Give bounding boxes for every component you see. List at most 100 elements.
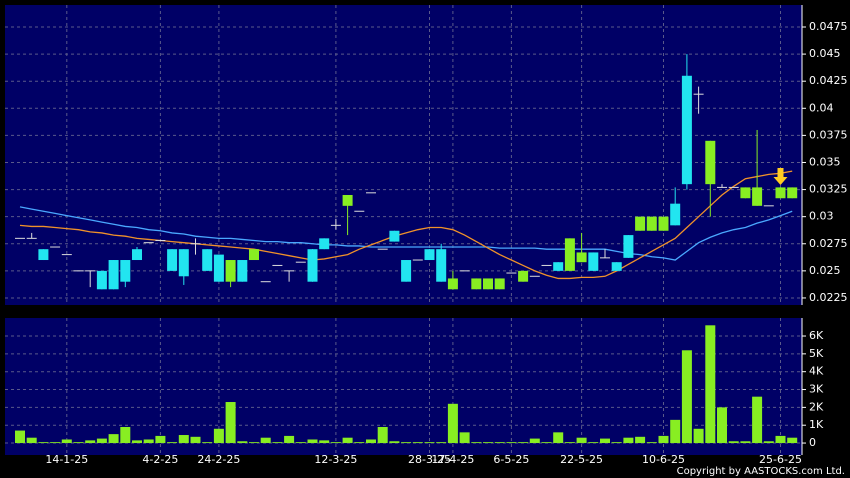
volume-bar <box>307 439 318 444</box>
candle-body <box>611 262 622 271</box>
candle-body <box>553 262 564 271</box>
y-tick-label: 0 <box>809 436 816 449</box>
y-tick-label: 3K <box>809 383 824 396</box>
volume-bar <box>623 437 634 444</box>
arrow <box>773 168 788 185</box>
y-tick-label: 0.0375 <box>809 128 848 141</box>
candle-body <box>564 238 575 271</box>
x-tick-label: 22-5-25 <box>560 453 603 466</box>
volume-bar <box>354 442 365 444</box>
candle-body <box>61 254 72 256</box>
volume-bar <box>424 442 435 444</box>
volume-bar <box>73 442 84 444</box>
volume-bar <box>272 442 283 444</box>
candle-body <box>307 249 318 282</box>
candle-body <box>447 278 458 290</box>
candle-body <box>506 272 517 274</box>
moving-average <box>19 170 793 280</box>
x-tick-label: 25-6-25 <box>759 453 802 466</box>
volume-bar <box>284 435 295 444</box>
volume-bar <box>553 432 564 444</box>
y-tick-label: 1K <box>809 418 824 431</box>
volume-bar <box>483 442 493 444</box>
volume-bar <box>447 403 458 444</box>
volume-bar <box>213 428 224 444</box>
candle-body <box>50 246 61 248</box>
candle-body <box>143 242 154 244</box>
volume-bar <box>366 439 376 444</box>
volume-bar <box>564 442 575 444</box>
y-tick-label: 0.0325 <box>809 183 848 196</box>
candle-body <box>260 281 271 283</box>
candle-body <box>401 260 412 282</box>
candle-body <box>213 254 224 282</box>
candle-body <box>436 249 447 282</box>
candle-body <box>155 240 166 242</box>
volume-bar <box>202 442 213 444</box>
candle-body <box>132 249 142 261</box>
y-tick-label: 0.0475 <box>809 20 848 33</box>
candle-body <box>366 192 376 194</box>
volume-bar <box>588 442 599 444</box>
candle-body <box>518 270 529 282</box>
x-tick-label: 10-6-25 <box>642 453 685 466</box>
y-tick-label: 0.0425 <box>809 74 848 87</box>
volume-bar <box>38 442 49 444</box>
candle-body <box>389 230 400 242</box>
candle-body <box>190 243 201 245</box>
y-tick-label: 5K <box>809 347 824 360</box>
volume-bar <box>295 442 306 444</box>
candle-body <box>787 187 798 199</box>
volume-bar <box>85 440 96 444</box>
candle-body <box>178 249 189 277</box>
volume-bar <box>249 442 259 444</box>
x-tick-label: 17-4-25 <box>431 453 474 466</box>
candle-body <box>319 238 330 250</box>
candle-body <box>658 216 669 231</box>
candle-body <box>693 93 704 95</box>
volume-bar <box>494 442 505 444</box>
candle-body <box>38 249 49 261</box>
x-tick-label: 12-3-25 <box>314 453 357 466</box>
volume-bar <box>600 438 610 444</box>
moving-average <box>19 206 793 261</box>
x-tick-label: 4-2-25 <box>142 453 178 466</box>
y-tick-label: 6K <box>809 329 824 342</box>
volume-bar <box>717 407 727 444</box>
y-tick-label: 0.0275 <box>809 237 848 250</box>
candle-body <box>459 270 470 272</box>
candle-body <box>26 237 37 239</box>
volume-bar <box>635 436 646 444</box>
volume-bar <box>260 437 271 444</box>
x-tick-label: 28-3-25 <box>408 453 451 466</box>
volume-bar <box>471 442 482 444</box>
candle-body <box>623 235 634 258</box>
candle-body <box>670 203 681 226</box>
volume-bar <box>143 439 154 444</box>
volume-bar <box>225 402 236 444</box>
volume-panel <box>5 318 802 455</box>
volume-bar <box>377 426 388 444</box>
y-tick-label: 0.045 <box>809 47 841 60</box>
candle-body <box>728 186 739 188</box>
candle-body <box>108 260 119 290</box>
volume-bar <box>529 438 540 444</box>
volume-bar <box>412 442 423 444</box>
candle-body <box>15 237 25 239</box>
candle-body <box>342 194 353 206</box>
volume-bar <box>190 436 201 444</box>
candle-body <box>635 216 646 231</box>
volume-bar <box>319 440 330 444</box>
candle-body <box>424 249 435 261</box>
candle-body <box>494 278 505 290</box>
volume-bar <box>108 434 119 444</box>
candle-body <box>740 187 751 199</box>
candle-body <box>646 216 657 231</box>
volume-bar <box>763 441 774 444</box>
volume-bar <box>693 428 704 444</box>
candle-body <box>588 252 599 271</box>
candle-body <box>705 140 716 185</box>
volume-bar <box>541 442 552 444</box>
x-tick-label: 24-2-25 <box>197 453 240 466</box>
